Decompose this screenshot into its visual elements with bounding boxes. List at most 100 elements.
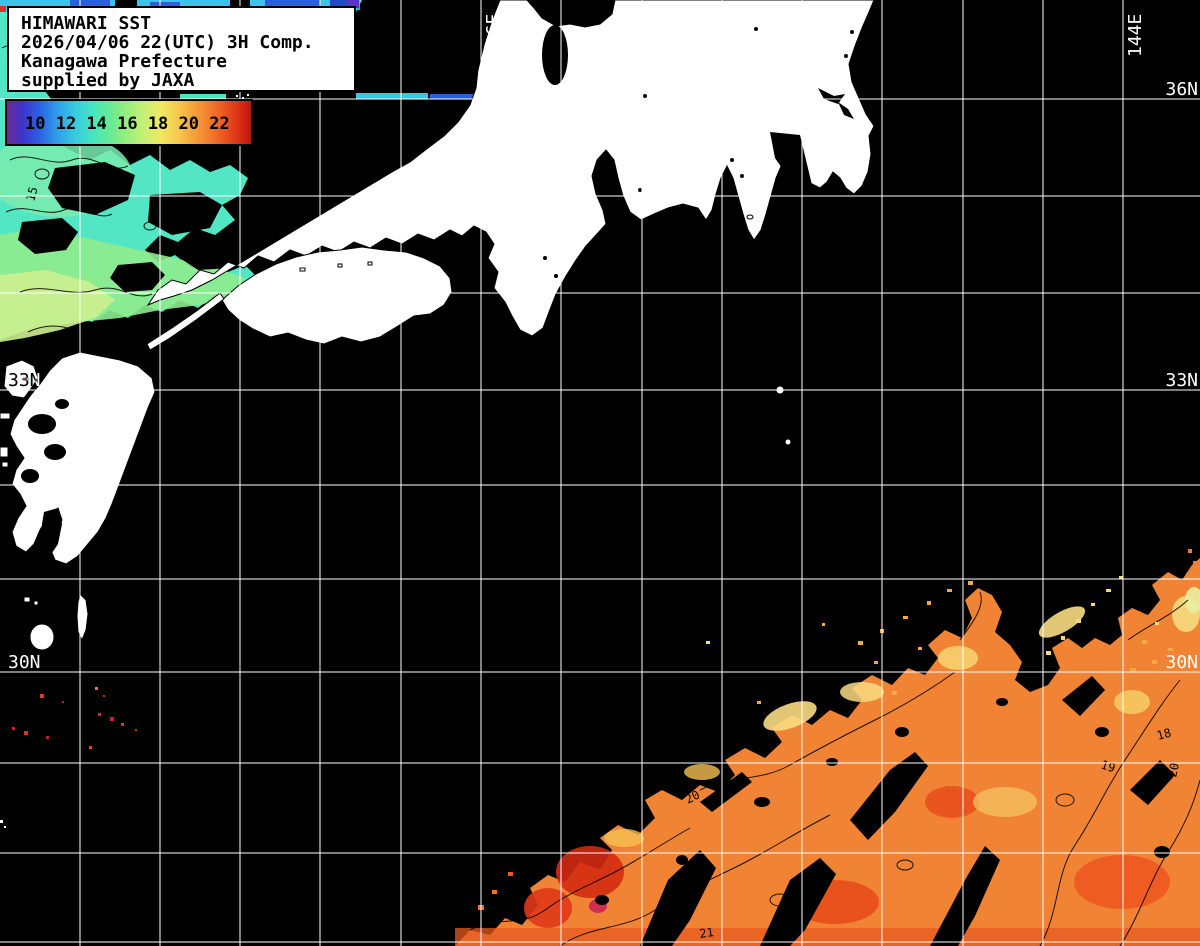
warm-yellow-7 — [604, 829, 644, 847]
title-box: HIMAWARI SST 2026/04/06 22(UTC) 3H Comp.… — [7, 6, 356, 92]
cool-topstrip-blue2 — [150, 2, 180, 8]
warm-gap-6 — [1130, 760, 1175, 805]
cool-contour-3 — [5, 207, 113, 217]
cool-topstrip-purple — [347, 0, 359, 8]
cool-topstrip-darkgap1 — [115, 0, 137, 7]
warm-yellow-2 — [840, 682, 884, 702]
warm-yellow-4 — [1038, 606, 1086, 638]
warm-gap-2 — [760, 858, 836, 946]
warm-hole-6 — [996, 698, 1008, 706]
warm-contour-2 — [559, 814, 831, 946]
lat-label-30n-left: 30N — [8, 652, 41, 673]
lake-kitaura — [838, 102, 854, 119]
warm-palegreen-edge — [1185, 587, 1200, 613]
warm-sst-field: 21 20 18 19 20 — [455, 549, 1200, 946]
lat-label-33n-left: 33N — [8, 370, 41, 391]
warm-gap-7 — [700, 772, 752, 812]
land-speck-8 — [554, 274, 558, 278]
island-seto-2 — [337, 263, 343, 268]
lat-label-33n-right: 33N — [1165, 370, 1198, 391]
title-line-region: Kanagawa Prefecture — [21, 51, 227, 72]
contour-label-20a: 20 — [683, 788, 702, 807]
cool-sliver-3 — [180, 94, 226, 99]
cool-topstrip-redspeck — [0, 6, 6, 12]
izu-tip-cloud — [716, 232, 733, 260]
contour-label-18: 18 — [1155, 726, 1173, 743]
lat-label-36n-right: 36N — [1165, 79, 1198, 100]
warm-red-core-5 — [925, 786, 979, 818]
land-speck-1 — [850, 30, 854, 34]
lon-label-144e: 144E — [1125, 14, 1146, 57]
cool-contour-4 — [19, 287, 153, 297]
cool-sliver-2 — [430, 94, 480, 99]
coordinate-labels: 136E 144E 36N 33N 30N 33N 30N — [8, 14, 1198, 673]
warm-contour-6 — [1119, 779, 1200, 946]
warm-yellow-5 — [1114, 690, 1150, 714]
warm-hole-2 — [676, 855, 688, 865]
title-line-source: supplied by JAXA — [21, 70, 195, 91]
lake-biwa — [542, 25, 568, 85]
kyushu-inlet-1 — [28, 414, 56, 434]
warm-gap-3 — [850, 752, 928, 840]
warm-hole-7 — [1095, 727, 1109, 737]
temperature-colorbar: 10 12 14 16 18 20 22 — [5, 99, 253, 146]
island-speck-2 — [33, 600, 39, 606]
island-yakushima — [29, 623, 55, 651]
cool-contour-ring2 — [143, 221, 157, 231]
cool-hole-3 — [148, 192, 222, 235]
cool-contour-5 — [27, 325, 79, 333]
warm-speckles — [478, 549, 1198, 910]
kagoshima-bay — [42, 508, 62, 556]
warm-contour-ring4 — [664, 884, 680, 896]
island-goto-2 — [0, 446, 9, 458]
island-speck-1 — [23, 596, 31, 603]
land-speck-2 — [844, 54, 848, 58]
land-speck-10 — [638, 188, 642, 192]
land-sadamisaki-peninsula — [146, 292, 225, 351]
warm-contour-ring2 — [896, 859, 914, 871]
warm-hole-1 — [595, 895, 609, 905]
cool-contour-ring1 — [34, 168, 50, 180]
warm-yellow-8 — [684, 764, 720, 780]
land-speck-4 — [754, 27, 758, 31]
lake-kasumigaura — [818, 88, 845, 104]
island-seto-1 — [299, 267, 306, 272]
island-goto-1 — [0, 412, 11, 420]
cool-hole-2 — [48, 162, 135, 215]
island-tanegashima — [76, 593, 89, 642]
land-speck-5 — [730, 158, 734, 162]
warm-gap-4 — [930, 846, 1000, 946]
cool-hole-6 — [110, 262, 165, 292]
kyushu-inlet-4 — [55, 399, 69, 409]
kyushu-inlet-3 — [21, 469, 39, 483]
warm-red-core-4 — [1074, 855, 1170, 909]
warm-field-main — [455, 558, 1200, 946]
warm-contour-4 — [959, 591, 982, 641]
cool-contour-2 — [9, 156, 129, 169]
title-line-product: HIMAWARI SST — [21, 13, 152, 34]
kyushu-inlet-2 — [44, 444, 66, 460]
cool-sliver-1 — [356, 93, 428, 99]
colorbar-tick-labels: 10 12 14 16 18 20 22 — [25, 114, 230, 134]
cool-yellowgreen-patch — [0, 270, 115, 342]
cool-hole-4 — [18, 218, 78, 254]
cool-topstrip-blue3 — [265, 0, 320, 10]
contour-label-15: 15 — [23, 185, 40, 203]
land-speck-6 — [740, 174, 744, 178]
warm-hole-3 — [754, 797, 770, 807]
cool-topstrip-blue1 — [70, 0, 110, 8]
cool-topstrip-blue4 — [330, 0, 356, 11]
land-shikoku — [221, 246, 453, 345]
warm-gap-1 — [640, 850, 716, 946]
land-speck-7 — [543, 256, 547, 260]
island-seto-3 — [367, 261, 373, 266]
lon-label-136e: 136E — [483, 14, 504, 57]
warm-contour-5 — [1039, 679, 1181, 946]
warm-contour-ring1 — [769, 893, 791, 907]
island-sagami-islet — [746, 214, 754, 220]
warm-contour-ring3 — [1055, 793, 1075, 807]
island-33n-green-speck — [23, 377, 29, 381]
island-izu-2 — [784, 438, 792, 446]
